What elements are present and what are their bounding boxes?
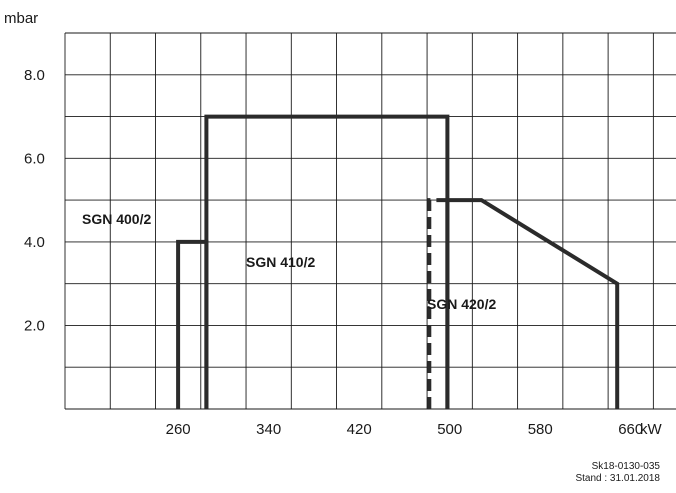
y-unit-label: mbar	[4, 10, 38, 27]
series-line-sgn-410-2	[204, 114, 450, 409]
series-lines	[176, 114, 620, 409]
y-tick-label: 4.0	[24, 234, 45, 251]
x-tick-label: 500	[437, 421, 462, 438]
series-label-sgn-410: SGN 410/2	[246, 254, 315, 270]
drawing-reference: Sk18-0130-035	[591, 461, 660, 472]
tick-labels: 260 340 420 500 580 660 2.0 4.0 6.0 8.0	[24, 67, 643, 438]
y-tick-label: 6.0	[24, 150, 45, 167]
x-tick-label: 580	[528, 421, 553, 438]
y-tick-label: 2.0	[24, 317, 45, 334]
drawing-date: Stand : 31.01.2018	[575, 473, 660, 484]
x-tick-label: 340	[256, 421, 281, 438]
series-line-sgn-420-2	[445, 198, 620, 409]
x-tick-label: 260	[166, 421, 191, 438]
grid	[64, 32, 676, 410]
x-tick-label: 420	[347, 421, 372, 438]
series-label-sgn-420: SGN 420/2	[427, 296, 496, 312]
y-tick-label: 8.0	[24, 67, 45, 84]
x-tick-label: 660	[618, 421, 643, 438]
series-label-sgn-400: SGN 400/2	[82, 211, 151, 227]
series-labels: SGN 400/2 SGN 410/2 SGN 420/2	[82, 211, 496, 312]
x-unit-label: kW	[640, 421, 663, 438]
series-line-sgn-420-2-dashed-start	[427, 198, 448, 409]
